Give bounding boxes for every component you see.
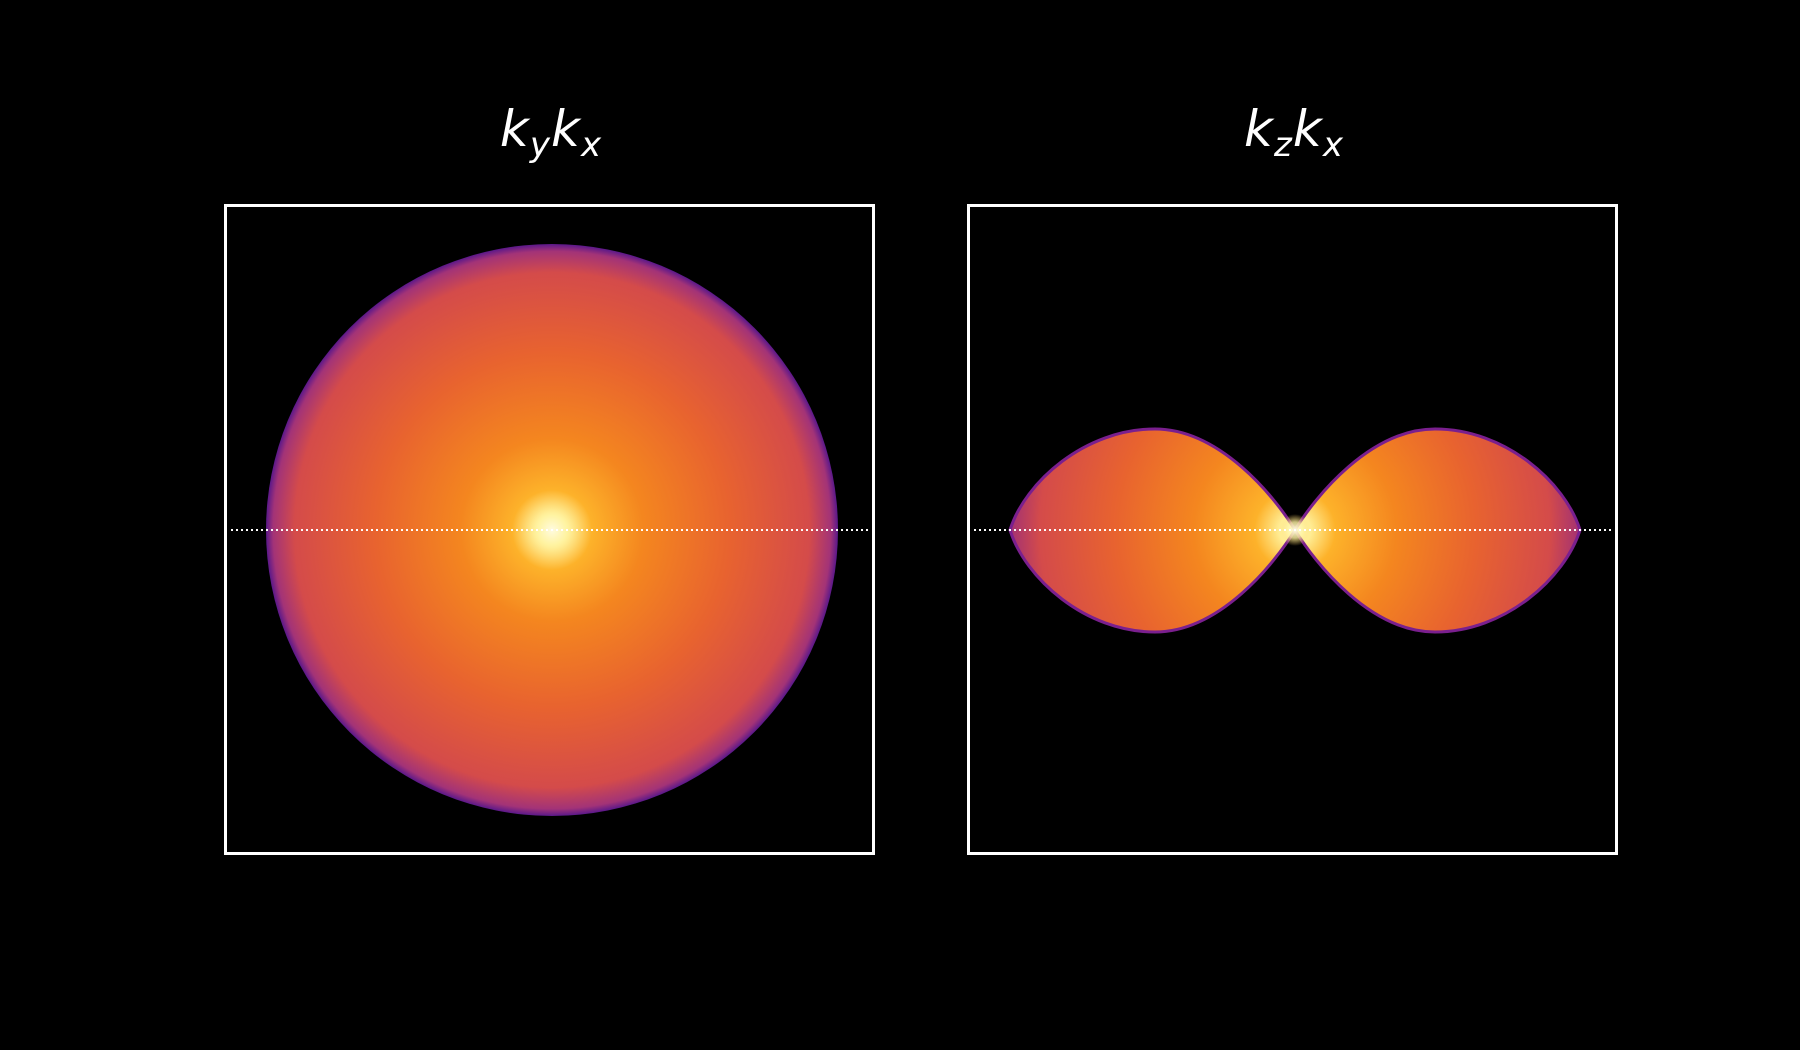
panel-frame-kz-kx — [967, 204, 1618, 855]
disk-plot — [231, 244, 868, 816]
lobes-plot — [974, 427, 1611, 634]
left-lobe — [1008, 427, 1297, 634]
panel-title-kz-kx: kzkx — [1244, 100, 1344, 165]
panel-title-ky-kx: kykx — [499, 100, 603, 165]
panel-frame-ky-kx — [224, 204, 875, 855]
right-lobe — [1293, 427, 1582, 634]
